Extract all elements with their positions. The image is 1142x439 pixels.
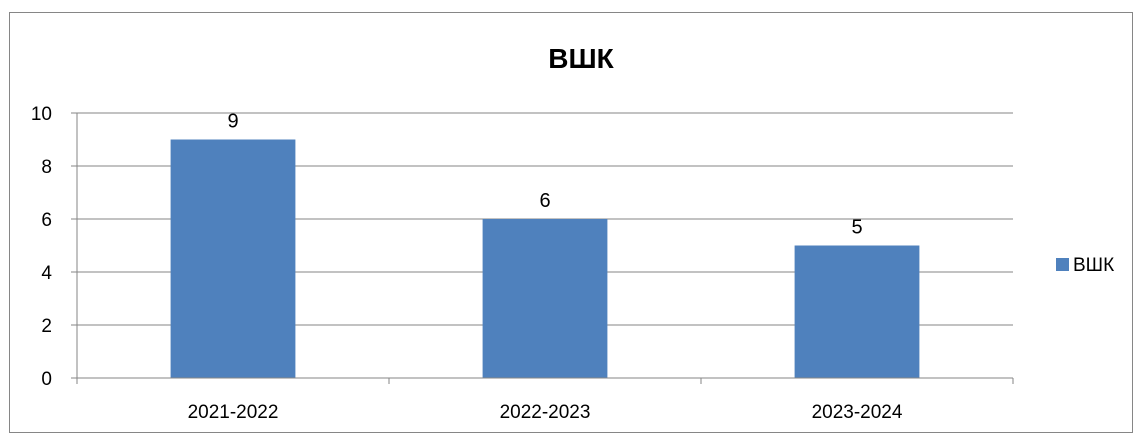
bar-2023-2024 bbox=[794, 245, 920, 378]
x-tick-label: 2022-2023 bbox=[500, 402, 591, 423]
y-tick-label: 0 bbox=[41, 369, 52, 390]
data-label: 5 bbox=[851, 217, 862, 239]
data-labels: 9 6 5 bbox=[227, 111, 862, 239]
x-tick-label: 2021-2022 bbox=[188, 402, 279, 423]
data-label: 6 bbox=[539, 190, 550, 212]
bar-2022-2023 bbox=[482, 219, 608, 378]
chart-title: ВШК bbox=[548, 43, 614, 74]
y-tick-label: 2 bbox=[41, 316, 52, 337]
legend: ВШК bbox=[1056, 255, 1114, 276]
legend-swatch bbox=[1056, 258, 1069, 271]
x-tick-label: 2023-2024 bbox=[812, 402, 903, 423]
y-tick-label: 10 bbox=[31, 104, 52, 125]
data-label: 9 bbox=[227, 111, 238, 133]
y-tick-label: 4 bbox=[41, 263, 52, 284]
y-tick-label: 8 bbox=[41, 157, 52, 178]
bars bbox=[170, 139, 920, 378]
bar-2021-2022 bbox=[170, 139, 296, 378]
legend-label: ВШК bbox=[1073, 255, 1114, 276]
x-axis-ticks: 2021-2022 2022-2023 2023-2024 bbox=[71, 377, 1014, 423]
y-axis-ticks: 0 2 4 6 8 10 bbox=[31, 104, 53, 390]
y-tick-label: 6 bbox=[41, 210, 52, 231]
